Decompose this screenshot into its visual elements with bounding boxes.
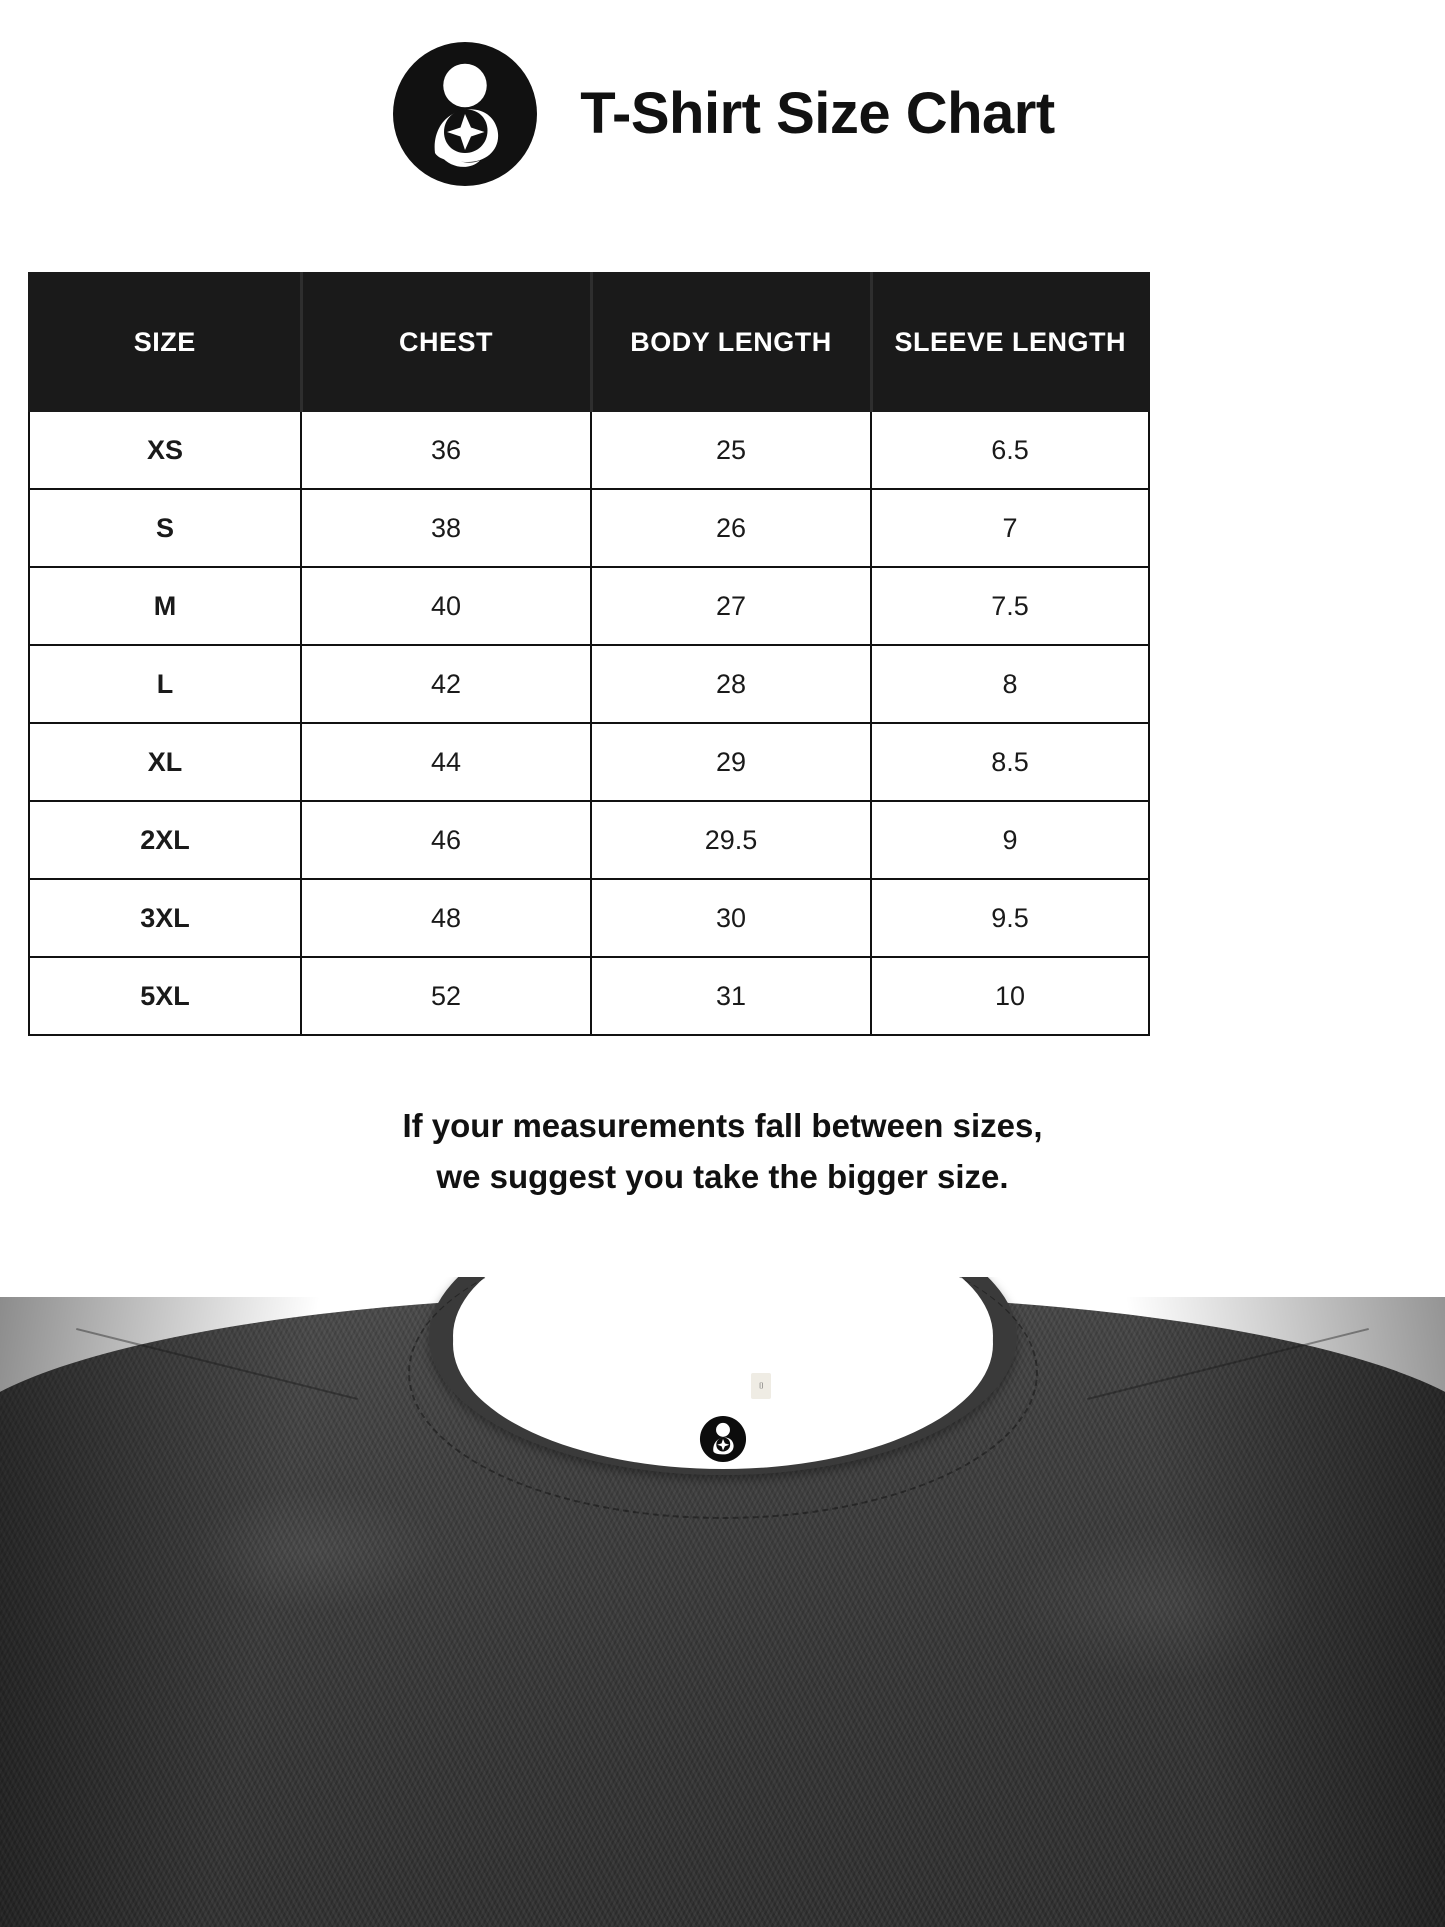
column-header-sleeve-length: SLEEVE LENGTH <box>869 272 1150 412</box>
column-header-chest: CHEST <box>299 272 592 412</box>
cell-body-length: 31 <box>590 956 872 1036</box>
care-label-tag: ⌷ <box>751 1373 772 1399</box>
cell-sleeve-length: 9 <box>870 800 1150 880</box>
column-header-body-length: BODY LENGTH <box>589 272 872 412</box>
table-header: SIZE CHEST BODY LENGTH SLEEVE LENGTH <box>28 272 1150 412</box>
page-header: T-Shirt Size Chart <box>0 0 1445 186</box>
cell-chest: 46 <box>300 800 592 880</box>
cell-size: L <box>28 644 302 724</box>
cell-size: XL <box>28 722 302 802</box>
cell-body-length: 30 <box>590 878 872 958</box>
table-row: XS 36 25 6.5 <box>28 410 1150 490</box>
cell-size: 3XL <box>28 878 302 958</box>
cell-size: S <box>28 488 302 568</box>
cell-sleeve-length: 8 <box>870 644 1150 724</box>
table-body: XS 36 25 6.5 S 38 26 7 M 40 27 7.5 <box>28 410 1150 1036</box>
cell-chest: 40 <box>300 566 592 646</box>
tshirt-photo: ⌷ <box>0 1277 1445 1927</box>
table-row: 5XL 52 31 10 <box>28 956 1150 1036</box>
mother-and-child-logo-icon <box>390 39 540 189</box>
cell-sleeve-length: 8.5 <box>870 722 1150 802</box>
table-row: S 38 26 7 <box>28 488 1150 568</box>
cell-chest: 48 <box>300 878 592 958</box>
mother-and-child-logo-icon <box>699 1415 747 1463</box>
cell-chest: 42 <box>300 644 592 724</box>
cell-body-length: 28 <box>590 644 872 724</box>
cell-body-length: 25 <box>590 410 872 490</box>
table-row: XL 44 29 8.5 <box>28 722 1150 802</box>
page-title: T-Shirt Size Chart <box>580 80 1055 146</box>
cell-size: XS <box>28 410 302 490</box>
table-row: M 40 27 7.5 <box>28 566 1150 646</box>
table-header-row: SIZE CHEST BODY LENGTH SLEEVE LENGTH <box>28 272 1150 412</box>
cell-sleeve-length: 9.5 <box>870 878 1150 958</box>
cell-sleeve-length: 7.5 <box>870 566 1150 646</box>
table-row: 3XL 48 30 9.5 <box>28 878 1150 958</box>
sizing-note-line-1: If your measurements fall between sizes, <box>402 1107 1043 1144</box>
sizing-note: If your measurements fall between sizes,… <box>0 1100 1445 1202</box>
table-row: 2XL 46 29.5 9 <box>28 800 1150 880</box>
cell-chest: 36 <box>300 410 592 490</box>
cell-body-length: 26 <box>590 488 872 568</box>
size-table-container: SIZE CHEST BODY LENGTH SLEEVE LENGTH XS … <box>28 272 1150 1036</box>
cell-body-length: 29 <box>590 722 872 802</box>
size-table: SIZE CHEST BODY LENGTH SLEEVE LENGTH XS … <box>28 272 1150 1036</box>
sizing-note-line-2: we suggest you take the bigger size. <box>436 1158 1009 1196</box>
cell-size: 2XL <box>28 800 302 880</box>
cell-sleeve-length: 7 <box>870 488 1150 568</box>
column-header-size: SIZE <box>28 272 302 412</box>
cell-sleeve-length: 6.5 <box>870 410 1150 490</box>
cell-body-length: 27 <box>590 566 872 646</box>
cell-chest: 52 <box>300 956 592 1036</box>
table-row: L 42 28 8 <box>28 644 1150 724</box>
cell-sleeve-length: 10 <box>870 956 1150 1036</box>
cell-size: M <box>28 566 302 646</box>
cell-body-length: 29.5 <box>590 800 872 880</box>
cell-chest: 38 <box>300 488 592 568</box>
cell-chest: 44 <box>300 722 592 802</box>
cell-size: 5XL <box>28 956 302 1036</box>
